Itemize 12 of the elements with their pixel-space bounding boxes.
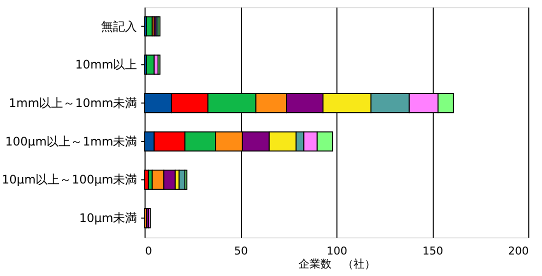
y-tick-label: 無記入 [101,19,138,34]
x-tick-label: 0 [145,244,152,258]
x-tick-label: 50 [234,244,248,258]
x-tick-label: 150 [422,244,444,258]
x-tick-label: 200 [508,244,529,258]
y-tick-label: 10μm未満 [79,211,138,226]
y-tick-label: 10mm以上 [75,58,138,72]
y-tick-label: 10μm以上～100μm未満 [2,172,138,187]
x-tick-label: 100 [326,244,348,258]
x-axis-title: 企業数 （社） [298,257,376,270]
y-tick-label: 100μm以上～1mm未満 [5,134,138,148]
y-tick-label: 1mm以上～10mm未満 [8,96,138,110]
